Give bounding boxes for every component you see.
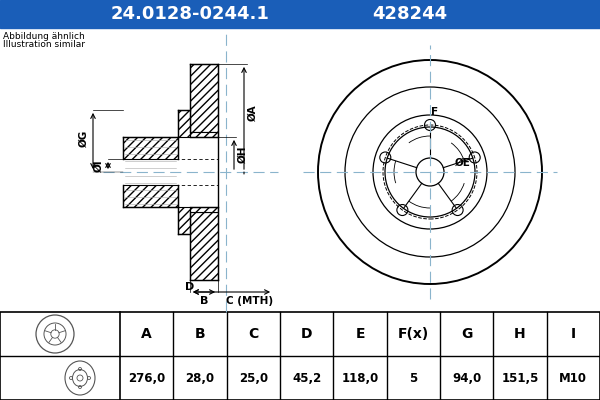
Bar <box>0 312 600 400</box>
Text: ØI: ØI <box>94 159 104 172</box>
Text: B: B <box>200 296 208 306</box>
Text: D: D <box>301 327 313 341</box>
Bar <box>190 212 218 280</box>
Text: 24.0128-0244.1: 24.0128-0244.1 <box>110 5 269 23</box>
Text: 151,5: 151,5 <box>502 372 539 384</box>
Text: Abbildung ähnlich: Abbildung ähnlich <box>3 32 85 41</box>
Bar <box>123 137 178 159</box>
Text: 5: 5 <box>409 372 418 384</box>
Text: A: A <box>141 327 152 341</box>
Bar <box>178 110 190 137</box>
Text: C: C <box>248 327 259 341</box>
Text: 45,2: 45,2 <box>292 372 321 384</box>
Text: E: E <box>355 327 365 341</box>
Bar <box>190 207 218 212</box>
Text: 25,0: 25,0 <box>239 372 268 384</box>
Text: 94,0: 94,0 <box>452 372 481 384</box>
Bar <box>178 207 190 234</box>
Bar <box>190 132 218 137</box>
Text: 28,0: 28,0 <box>185 372 215 384</box>
Text: ØG: ØG <box>79 129 89 146</box>
Text: Illustration similar: Illustration similar <box>3 40 85 49</box>
Text: F(x): F(x) <box>398 327 429 341</box>
Text: G: G <box>461 327 472 341</box>
Bar <box>123 185 178 207</box>
Text: I: I <box>571 327 576 341</box>
Text: 276,0: 276,0 <box>128 372 165 384</box>
Text: ØA: ØA <box>248 104 258 121</box>
Text: D: D <box>185 282 194 292</box>
Text: ØE: ØE <box>455 158 471 168</box>
Bar <box>190 64 218 132</box>
Text: C (MTH): C (MTH) <box>226 296 273 306</box>
Text: 428244: 428244 <box>373 5 448 23</box>
Text: H: H <box>514 327 526 341</box>
Text: 118,0: 118,0 <box>341 372 379 384</box>
Text: F: F <box>431 107 439 117</box>
Text: ØH: ØH <box>238 146 248 163</box>
Text: B: B <box>194 327 205 341</box>
Text: M10: M10 <box>559 372 587 384</box>
Bar <box>0 0 600 28</box>
